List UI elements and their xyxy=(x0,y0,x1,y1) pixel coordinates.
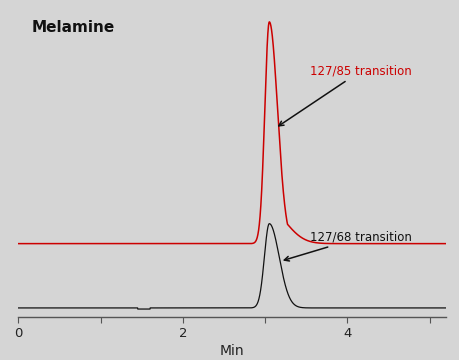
Text: 127/68 transition: 127/68 transition xyxy=(284,230,411,261)
X-axis label: Min: Min xyxy=(219,344,244,358)
Text: Melamine: Melamine xyxy=(31,20,114,35)
Text: 127/85 transition: 127/85 transition xyxy=(278,64,411,126)
